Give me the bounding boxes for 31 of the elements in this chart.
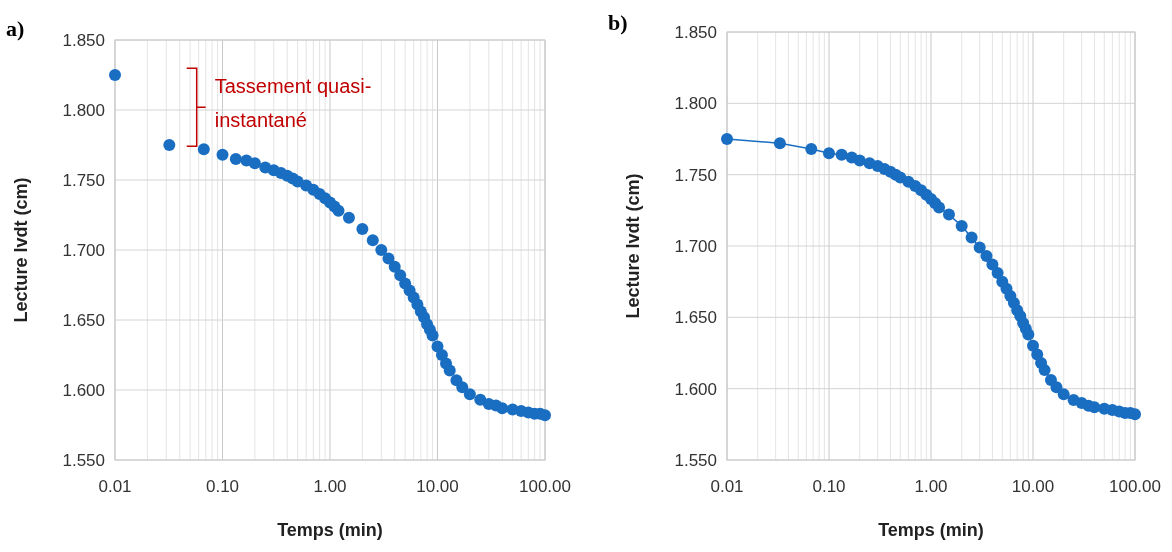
y-tick-label: 1.750 <box>674 165 717 185</box>
y-tick-label: 1.850 <box>62 31 105 50</box>
x-tick-label: 0.01 <box>98 477 132 496</box>
x-tick-label: 10.00 <box>416 477 459 496</box>
x-tick-label: 0.10 <box>205 477 240 496</box>
y-tick-label: 1.850 <box>674 23 717 42</box>
y-axis-title: Lecture lvdt (cm) <box>11 177 31 323</box>
y-tick-label: 1.600 <box>62 381 105 400</box>
y-tick-label: 1.700 <box>62 241 105 260</box>
x-tick-label: 1.00 <box>313 477 347 496</box>
annotation: Tassement quasi-instantané <box>214 75 372 132</box>
y-tick-label: 1.650 <box>674 308 717 328</box>
x-tick-label: 10.00 <box>1011 477 1055 496</box>
x-tick-label: 1.00 <box>914 477 948 496</box>
x-axis-title: Temps (min) <box>277 520 383 540</box>
y-tick-label: 1.750 <box>62 171 105 190</box>
y-tick-label: 1.550 <box>62 451 105 470</box>
x-tick-label: 100.00 <box>519 477 571 496</box>
y-tick-label: 1.800 <box>62 101 105 120</box>
y-axis-title: Lecture lvdt (cm) <box>623 173 643 319</box>
x-tick-label: 100.00 <box>1109 477 1161 496</box>
y-tick-label: 1.550 <box>674 451 717 470</box>
y-tick-label: 1.800 <box>674 94 717 114</box>
x-axis-title: Temps (min) <box>878 520 984 540</box>
chart-title: b) <box>608 10 628 35</box>
chart-title: a) <box>6 16 25 41</box>
y-tick-label: 1.650 <box>62 311 105 330</box>
x-tick-label: 0.10 <box>812 477 846 496</box>
y-tick-label: 1.600 <box>674 379 717 399</box>
y-tick-label: 1.700 <box>674 237 717 256</box>
x-tick-label: 0.01 <box>710 477 744 496</box>
